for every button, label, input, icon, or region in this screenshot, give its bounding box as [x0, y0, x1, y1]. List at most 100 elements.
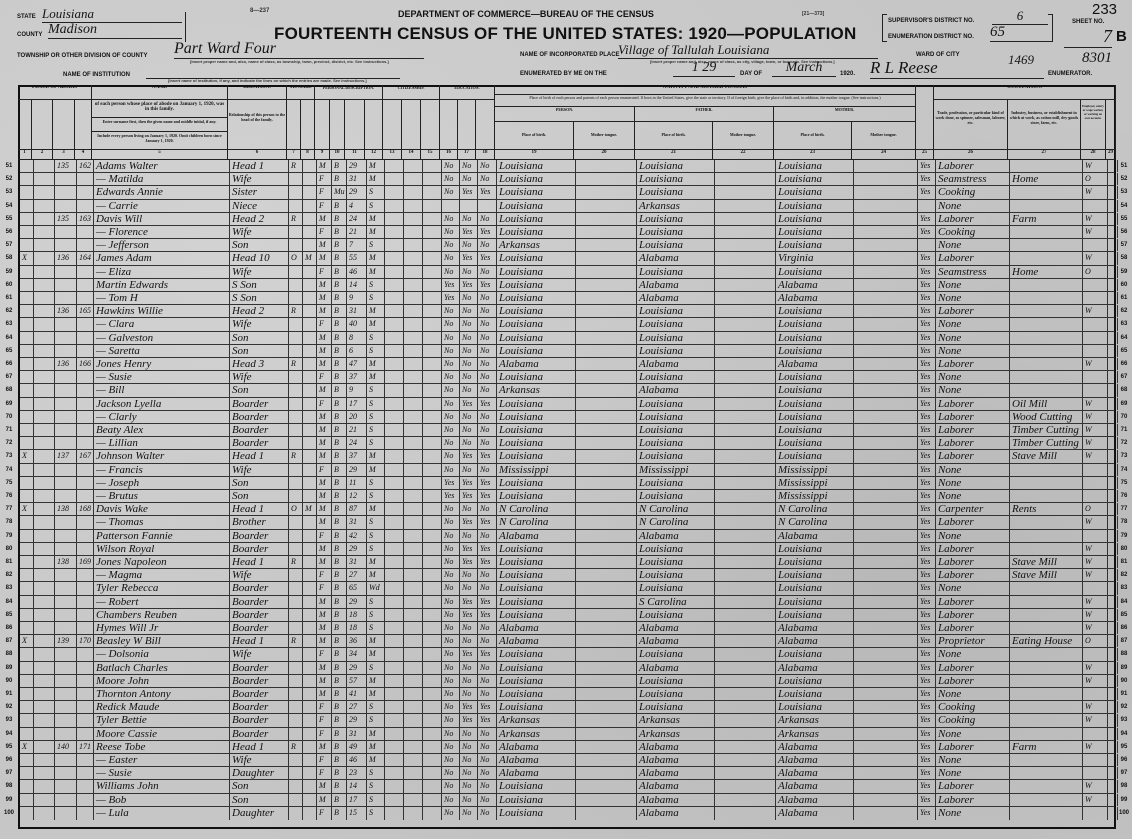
cell-write: Yes [478, 450, 497, 463]
cell-school: No [442, 595, 460, 608]
table-row: 138 169 Jones Napoleon Head 1 R M B 31 M No Yes Yes… [20, 556, 1118, 570]
line-number: 58 [5, 255, 13, 262]
cell-school: No [442, 331, 460, 344]
cell-empty [404, 701, 423, 714]
cell-mortgage [303, 490, 317, 503]
cell-abode-mark [20, 278, 34, 291]
cell-abode-mark: X [20, 450, 34, 463]
cell-empty [854, 212, 918, 225]
cell-empty [423, 529, 442, 542]
cell-family-number: 171 [77, 740, 94, 753]
cell-empty [34, 503, 55, 516]
cell-empty [385, 239, 404, 252]
cell-empty [34, 212, 55, 225]
cell-dwelling-number [55, 265, 77, 278]
line-number: 81 [5, 559, 13, 565]
cell-name: Davis Will [94, 212, 230, 225]
enumeration-label: ENUMERATION DISTRICT NO. [888, 34, 974, 40]
line-number: 93 [1120, 717, 1128, 724]
cell-marital: S [367, 661, 385, 674]
cell-occupation: Cooking [936, 714, 1010, 727]
cell-family-number [77, 595, 94, 608]
line-number: 87 [1120, 638, 1128, 645]
cell-father-birthplace: Alabama [637, 806, 715, 820]
cell-empty [576, 582, 637, 595]
cell-empty [854, 516, 918, 529]
cell-race: B [332, 582, 347, 595]
cell-mortgage [303, 569, 317, 582]
cell-sex: F [317, 648, 332, 661]
cell-empty [715, 648, 776, 661]
cell-age: 49 [347, 740, 367, 753]
cell-abode-mark [20, 212, 34, 225]
cell-write: No [478, 410, 497, 423]
line-number: 72 [1120, 440, 1128, 447]
cell-empty [1108, 608, 1118, 621]
cell-empty [385, 424, 404, 437]
cell-dwelling-number [55, 701, 77, 714]
cell-empty [715, 556, 776, 569]
cell-empty [385, 569, 404, 582]
cell-empty [576, 463, 637, 476]
cell-industry [1010, 542, 1083, 555]
cell-occupation: None [936, 239, 1010, 252]
cell-empty [34, 358, 55, 371]
cell-empty [34, 410, 55, 423]
line-number: 82 [5, 572, 13, 579]
cell-marital: M [367, 226, 385, 239]
cell-sex: F [317, 226, 332, 239]
cell-dwelling-number [55, 371, 77, 384]
cell-dwelling-number [55, 661, 77, 674]
cell-race: B [332, 503, 347, 516]
cell-birthplace: Louisiana [497, 476, 576, 489]
cell-empty [1108, 239, 1118, 252]
line-number: 70 [5, 413, 13, 420]
cell-school: No [442, 450, 460, 463]
cell-empty [1108, 160, 1118, 173]
cell-english: Yes [918, 292, 936, 305]
cell-empty [576, 767, 637, 780]
cell-occupation: None [936, 331, 1010, 344]
cell-empty [576, 239, 637, 252]
cell-empty [854, 767, 918, 780]
cell-mortgage [303, 384, 317, 397]
cell-family-number [77, 424, 94, 437]
cell-read: Yes [460, 490, 478, 503]
cell-class [1083, 688, 1108, 701]
line-number: 89 [5, 664, 13, 671]
cell-marital: S [367, 622, 385, 635]
cell-empty [34, 450, 55, 463]
cell-birthplace: Louisiana [497, 252, 576, 265]
cell-sex: M [317, 542, 332, 555]
cell-empty [404, 212, 423, 225]
cell-race: B [332, 595, 347, 608]
cell-race: B [332, 674, 347, 687]
cell-name: Williams John [94, 780, 230, 793]
line-number: 99 [1120, 796, 1128, 803]
cell-write: Yes [478, 516, 497, 529]
column-number: 1 [18, 150, 32, 160]
cell-age: 4 [347, 199, 367, 212]
ward-scribble-2: 8301 [1082, 50, 1112, 66]
cell-relation: Boarder [230, 410, 289, 423]
cell-mortgage [303, 688, 317, 701]
cell-english: Yes [918, 542, 936, 555]
cell-marital: S [367, 806, 385, 820]
line-number: 62 [5, 308, 13, 315]
cell-occupation: None [936, 490, 1010, 503]
cell-marital: M [367, 358, 385, 371]
cell-dwelling-number: 137 [55, 450, 77, 463]
cell-birthplace: Louisiana [497, 371, 576, 384]
cell-write: No [478, 212, 497, 225]
cell-race: B [332, 278, 347, 291]
cell-class: W [1083, 160, 1108, 173]
cell-empty [34, 437, 55, 450]
cell-empty [404, 622, 423, 635]
cell-birthplace: Louisiana [497, 278, 576, 291]
cell-empty [715, 661, 776, 674]
cell-mortgage [303, 793, 317, 806]
cell-family-number [77, 476, 94, 489]
cell-age: 37 [347, 450, 367, 463]
cell-name: Tyler Bettie [94, 714, 230, 727]
cell-father-birthplace: Louisiana [637, 569, 715, 582]
